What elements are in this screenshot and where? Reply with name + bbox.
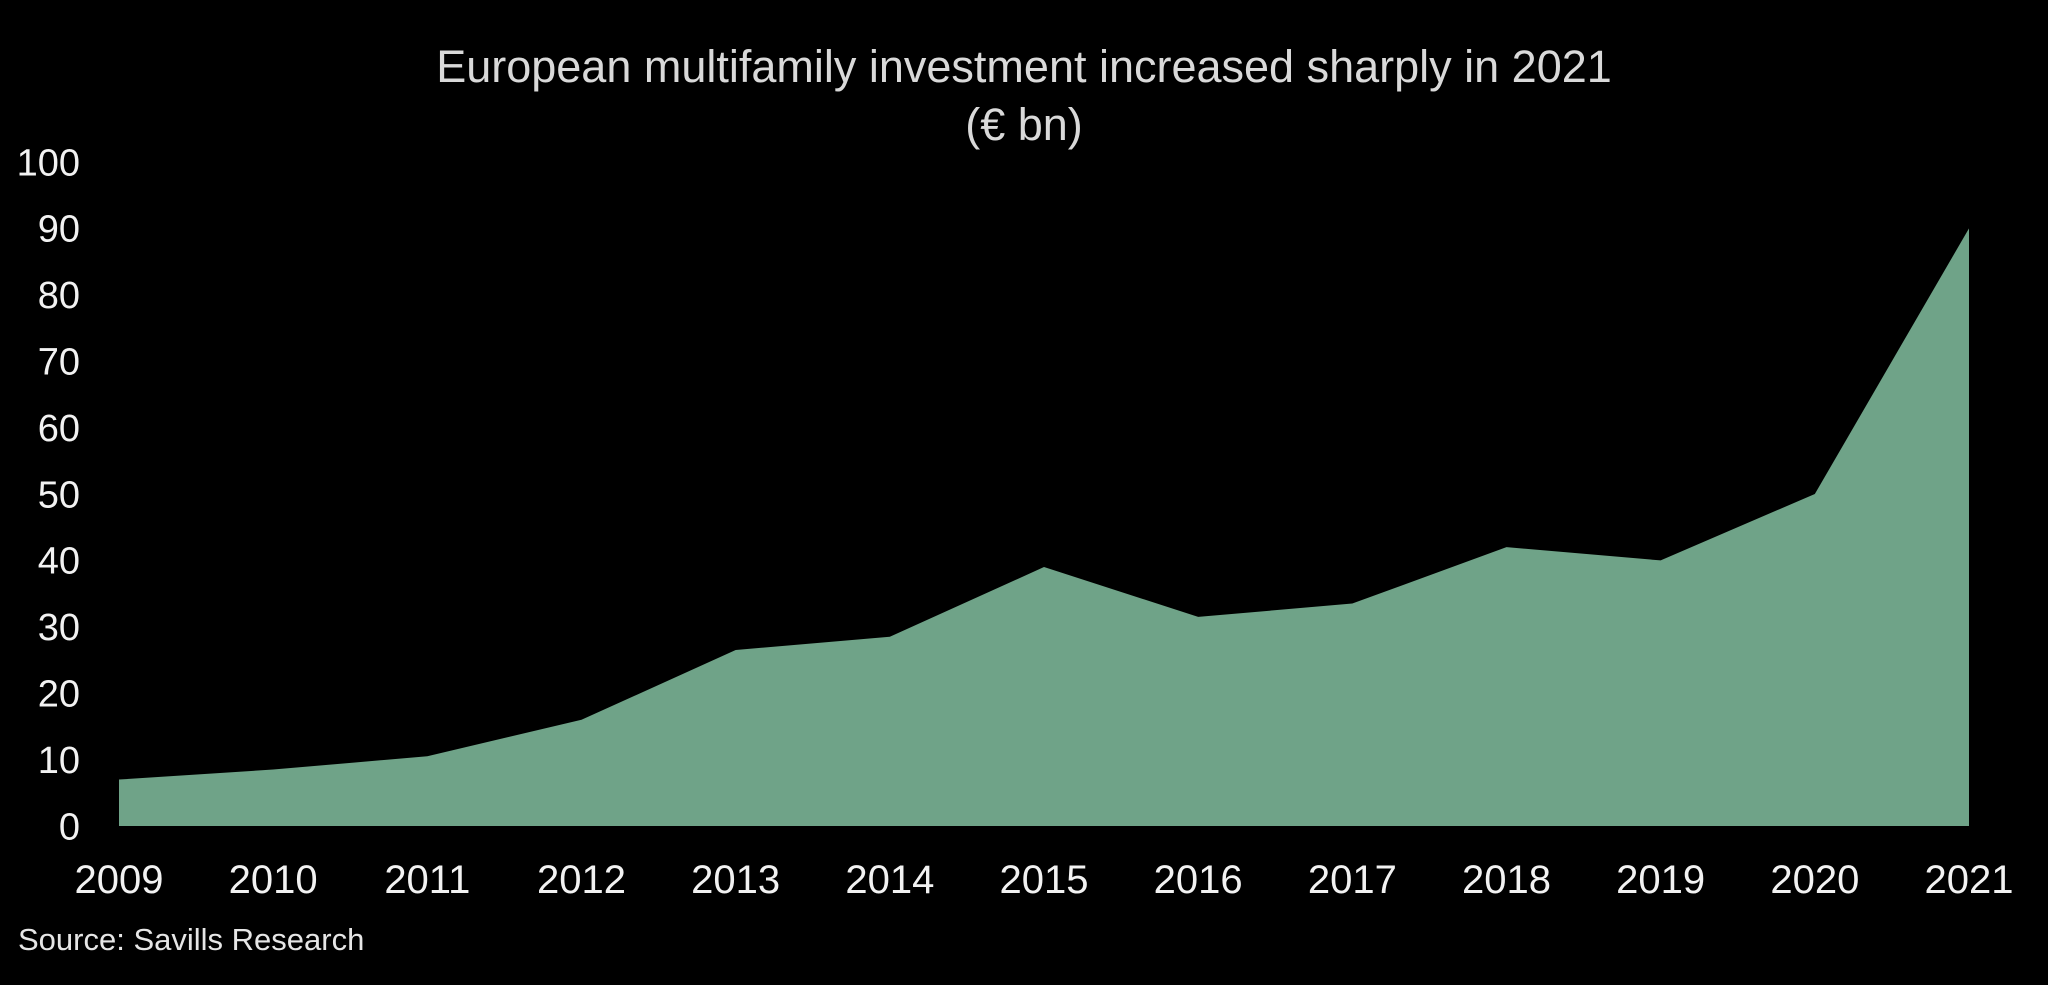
x-axis-tick-label: 2021	[1925, 858, 2014, 902]
source-caption: Source: Savills Research	[18, 922, 365, 957]
y-axis-tick-label: 30	[38, 607, 80, 649]
y-axis-tick-label: 50	[38, 474, 80, 516]
y-axis-tick-label: 10	[38, 740, 80, 782]
y-axis-tick-label: 70	[38, 342, 80, 384]
x-axis-tick-label: 2019	[1616, 858, 1705, 902]
x-axis-tick-label: 2011	[384, 858, 470, 902]
y-axis-tick-label: 0	[59, 806, 80, 848]
x-axis-tick-label: 2020	[1770, 858, 1859, 902]
y-axis-tick-label: 100	[17, 142, 80, 184]
y-axis-tick-label: 40	[38, 541, 80, 583]
x-axis-tick-label: 2017	[1308, 858, 1397, 902]
x-axis-tick-label: 2010	[229, 858, 318, 902]
x-axis-tick-label: 2013	[691, 858, 780, 902]
chart-title-block: European multifamily investment increase…	[0, 38, 2048, 154]
x-axis-tick-label: 2018	[1462, 858, 1551, 902]
y-axis-tick-label: 80	[38, 275, 80, 317]
y-axis-tick-label: 20	[38, 674, 80, 716]
x-axis-tick-label: 2012	[537, 858, 626, 902]
x-axis-tick-label: 2016	[1154, 858, 1243, 902]
x-axis-tick-label: 2014	[845, 858, 934, 902]
chart-subtitle: (€ bn)	[965, 99, 1083, 150]
x-axis-tick-label: 2009	[75, 858, 164, 902]
chart-title: European multifamily investment increase…	[436, 41, 1612, 92]
x-axis-tick-label: 2015	[1000, 858, 1089, 902]
y-axis-tick-label: 60	[38, 408, 80, 450]
y-axis-tick-label: 90	[38, 209, 80, 251]
area-series	[119, 228, 1969, 826]
